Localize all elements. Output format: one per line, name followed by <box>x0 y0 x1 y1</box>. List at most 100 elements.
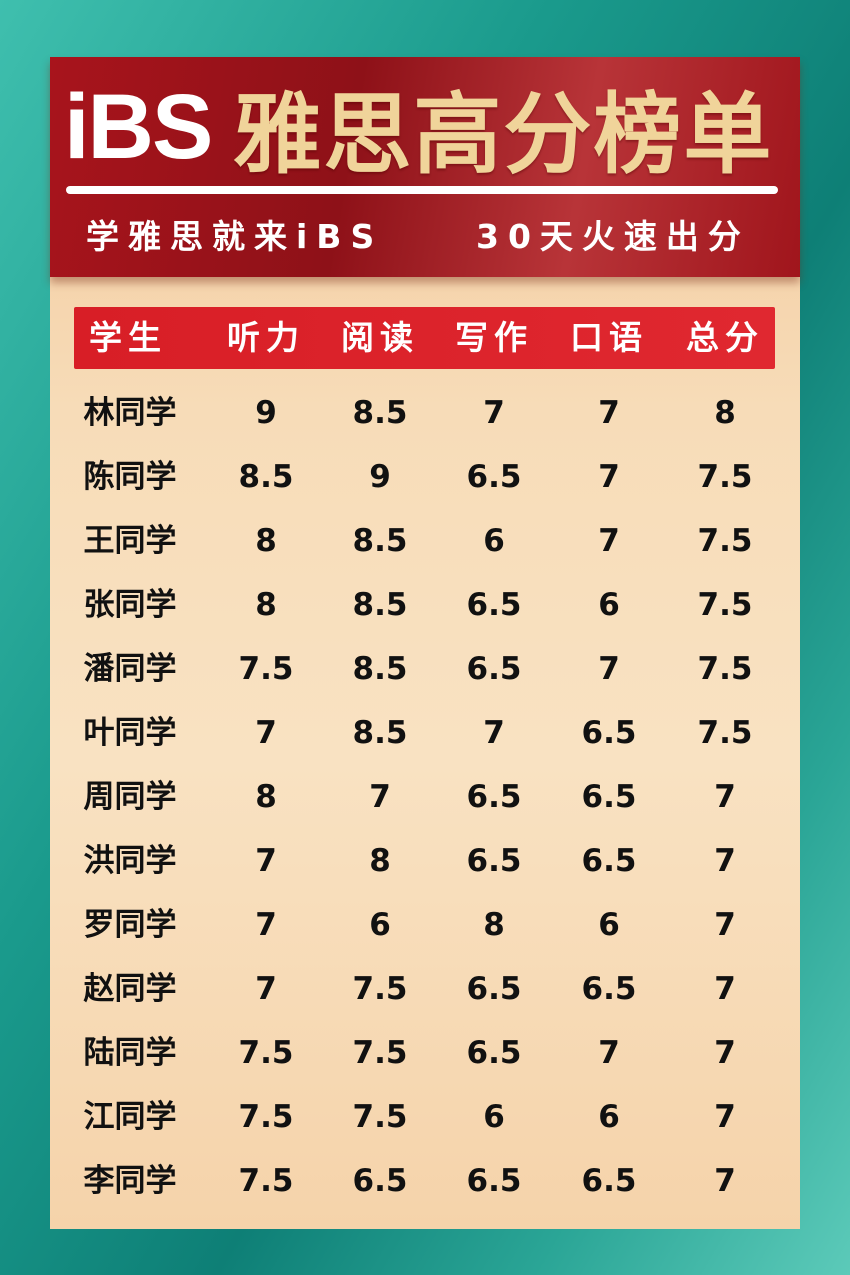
table-row: 李同学 7.5 6.5 6.5 6.5 7 <box>0 1149 850 1213</box>
score-cell: 6.5 <box>466 1035 522 1071</box>
score-cell: 8 <box>369 843 391 879</box>
score-cell: 6.5 <box>466 651 522 687</box>
score-cell: 7.5 <box>697 459 753 495</box>
score-cell: 8.5 <box>352 395 408 431</box>
score-cell: 9 <box>255 395 277 431</box>
score-cell: 7.5 <box>697 523 753 559</box>
student-name: 陈同学 <box>83 459 177 495</box>
score-cell: 7 <box>598 523 620 559</box>
brand-logo: iBS <box>64 75 213 178</box>
score-cell: 6 <box>369 907 391 943</box>
score-cell: 7 <box>714 779 736 815</box>
student-name: 潘同学 <box>83 651 177 687</box>
score-cell: 7 <box>598 459 620 495</box>
score-cell: 7 <box>255 715 277 751</box>
column-header: 口语 <box>570 318 648 357</box>
poster-title: iBS 雅思高分榜单 <box>64 72 773 186</box>
score-cell: 7.5 <box>697 651 753 687</box>
column-header: 总分 <box>686 318 764 357</box>
student-name: 周同学 <box>83 779 177 815</box>
score-cell: 8.5 <box>238 459 294 495</box>
score-cell: 7.5 <box>238 1099 294 1135</box>
score-cell: 6.5 <box>581 1163 637 1199</box>
score-cell: 6 <box>483 1099 505 1135</box>
score-cell: 7.5 <box>697 587 753 623</box>
score-cell: 7 <box>714 907 736 943</box>
score-cell: 7.5 <box>238 1163 294 1199</box>
score-cell: 6.5 <box>581 843 637 879</box>
table-row: 赵同学 7 7.5 6.5 6.5 7 <box>0 957 850 1021</box>
score-cell: 6.5 <box>466 843 522 879</box>
score-cell: 6 <box>598 587 620 623</box>
score-cell: 7 <box>714 1035 736 1071</box>
score-cell: 6.5 <box>352 1163 408 1199</box>
score-cell: 7.5 <box>697 715 753 751</box>
student-name: 江同学 <box>83 1099 177 1135</box>
score-cell: 6.5 <box>466 779 522 815</box>
slogan-right: 30天火速出分 <box>476 217 750 256</box>
student-name: 张同学 <box>83 587 177 623</box>
score-cell: 7.5 <box>238 1035 294 1071</box>
student-name: 罗同学 <box>83 907 177 943</box>
student-name: 洪同学 <box>83 843 177 879</box>
score-cell: 7 <box>255 971 277 1007</box>
table-row: 陈同学 8.5 9 6.5 7 7.5 <box>0 445 850 509</box>
score-cell: 6.5 <box>581 779 637 815</box>
score-cell: 7 <box>598 651 620 687</box>
score-cell: 7 <box>255 907 277 943</box>
table-row: 陆同学 7.5 7.5 6.5 7 7 <box>0 1021 850 1085</box>
column-header: 阅读 <box>341 318 419 357</box>
table-row: 潘同学 7.5 8.5 6.5 7 7.5 <box>0 637 850 701</box>
score-cell: 7 <box>483 395 505 431</box>
score-cell: 8.5 <box>352 715 408 751</box>
slogan-left: 学雅思就来iBS <box>86 217 384 256</box>
score-cell: 6.5 <box>466 587 522 623</box>
table-row: 罗同学 7 6 8 6 7 <box>0 893 850 957</box>
score-cell: 9 <box>369 459 391 495</box>
score-cell: 6 <box>598 907 620 943</box>
title-banner <box>50 57 800 277</box>
table-row: 江同学 7.5 7.5 6 6 7 <box>0 1085 850 1149</box>
score-cell: 7 <box>714 971 736 1007</box>
score-cell: 6 <box>483 523 505 559</box>
student-name: 陆同学 <box>83 1035 177 1071</box>
title-text: 雅思高分榜单 <box>233 82 774 186</box>
divider <box>66 186 778 194</box>
column-header: 写作 <box>455 318 533 357</box>
score-cell: 7.5 <box>352 1099 408 1135</box>
score-cell: 6.5 <box>466 459 522 495</box>
student-name: 王同学 <box>83 523 177 559</box>
score-cell: 7 <box>483 715 505 751</box>
score-cell: 6 <box>598 1099 620 1135</box>
score-cell: 7 <box>255 843 277 879</box>
score-cell: 8 <box>483 907 505 943</box>
score-cell: 7 <box>598 395 620 431</box>
student-name: 赵同学 <box>83 971 177 1007</box>
score-cell: 6.5 <box>581 971 637 1007</box>
score-cell: 8 <box>255 779 277 815</box>
score-cell: 7.5 <box>352 971 408 1007</box>
table-row: 张同学 8 8.5 6.5 6 7.5 <box>0 573 850 637</box>
table-row: 王同学 8 8.5 6 7 7.5 <box>0 509 850 573</box>
score-cell: 7.5 <box>352 1035 408 1071</box>
table-row: 叶同学 7 8.5 7 6.5 7.5 <box>0 701 850 765</box>
table-row: 周同学 8 7 6.5 6.5 7 <box>0 765 850 829</box>
student-name: 林同学 <box>83 395 177 431</box>
table-row: 林同学 9 8.5 7 7 8 <box>0 381 850 445</box>
score-cell: 8.5 <box>352 651 408 687</box>
score-cell: 8 <box>714 395 736 431</box>
score-cell: 6.5 <box>466 971 522 1007</box>
table-header: 学生 听力 阅读 写作 口语 总分 <box>74 307 775 369</box>
score-cell: 7.5 <box>238 651 294 687</box>
score-cell: 7 <box>714 1099 736 1135</box>
student-name: 李同学 <box>83 1163 177 1199</box>
score-cell: 8 <box>255 523 277 559</box>
score-cell: 6.5 <box>581 715 637 751</box>
score-cell: 7 <box>369 779 391 815</box>
score-cell: 8 <box>255 587 277 623</box>
table-row: 洪同学 7 8 6.5 6.5 7 <box>0 829 850 893</box>
column-header: 学生 <box>89 318 167 357</box>
score-cell: 6.5 <box>466 1163 522 1199</box>
score-cell: 7 <box>714 1163 736 1199</box>
column-header: 听力 <box>227 318 305 357</box>
